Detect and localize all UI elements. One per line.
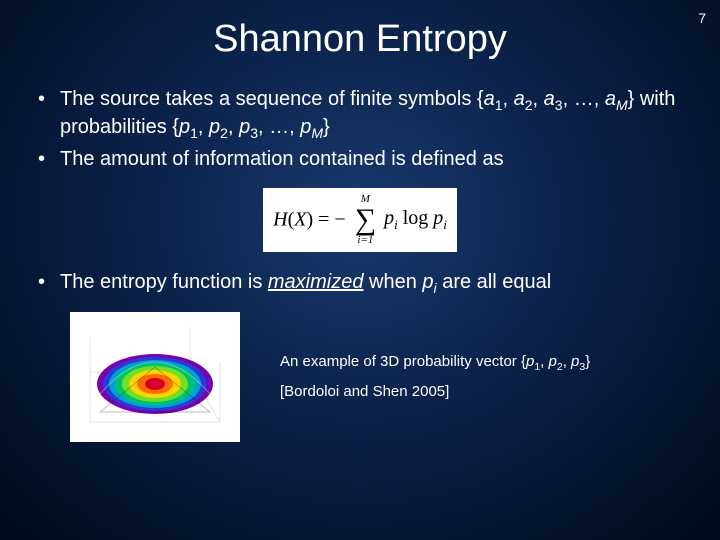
text: 3 <box>555 97 563 113</box>
text: = <box>313 209 334 231</box>
text: } <box>323 116 330 138</box>
text: } <box>585 353 590 370</box>
text: H <box>273 209 287 231</box>
text: are all equal <box>437 271 552 293</box>
text: i <box>443 217 447 232</box>
bullet-2: The amount of information contained is d… <box>34 147 686 173</box>
text: , …, <box>258 116 300 138</box>
text: The source takes a sequence of finite sy… <box>60 88 484 110</box>
text: p <box>549 353 557 370</box>
text: a <box>605 88 616 110</box>
text: maximized <box>268 271 364 293</box>
text: The entropy function is <box>60 271 268 293</box>
text: 2 <box>220 125 228 141</box>
bullet-list: The source takes a sequence of finite sy… <box>34 87 686 172</box>
text: , <box>198 116 209 138</box>
text: p <box>300 116 311 138</box>
text: p <box>422 271 433 293</box>
slide-title: Shannon Entropy <box>0 0 720 87</box>
text: p <box>239 116 250 138</box>
slide-content: The source takes a sequence of finite sy… <box>0 87 720 442</box>
summation-icon: M ∑ i=1 <box>355 194 376 246</box>
bullet-1: The source takes a sequence of finite sy… <box>34 87 686 143</box>
text: when <box>363 271 422 293</box>
text: , <box>540 353 548 370</box>
text: 1 <box>495 97 503 113</box>
text: , <box>563 353 571 370</box>
text: An example of 3D probability vector { <box>280 353 526 370</box>
text: p <box>179 116 190 138</box>
bullet-3: The entropy function is maximized when p… <box>34 270 686 298</box>
text: M <box>311 125 323 141</box>
entropy-surface-graphic <box>70 312 240 442</box>
text: i=1 <box>355 235 376 246</box>
text: 3 <box>250 125 258 141</box>
text: , …, <box>563 88 605 110</box>
formula-container: H(X) = − M ∑ i=1 pi log pi <box>34 188 686 252</box>
text: log <box>398 207 434 229</box>
text: a <box>544 88 555 110</box>
bottom-row: An example of 3D probability vector {p1,… <box>34 312 686 442</box>
text: p <box>384 207 394 229</box>
caption-block: An example of 3D probability vector {p1,… <box>240 348 590 406</box>
text: , <box>228 116 239 138</box>
text: p <box>433 207 443 229</box>
bullet-list-2: The entropy function is maximized when p… <box>34 270 686 298</box>
text: − <box>334 209 345 231</box>
text: p <box>209 116 220 138</box>
text: , <box>533 88 544 110</box>
text: M <box>616 97 628 113</box>
text: X <box>294 209 306 231</box>
text: 1 <box>190 125 198 141</box>
text: , <box>503 88 514 110</box>
entropy-formula: H(X) = − M ∑ i=1 pi log pi <box>263 188 457 252</box>
caption-line-1: An example of 3D probability vector {p1,… <box>280 348 590 378</box>
text: 2 <box>525 97 533 113</box>
text: a <box>514 88 525 110</box>
caption-line-2: [Bordoloi and Shen 2005] <box>280 378 590 407</box>
page-number: 7 <box>698 10 706 26</box>
text: a <box>484 88 495 110</box>
